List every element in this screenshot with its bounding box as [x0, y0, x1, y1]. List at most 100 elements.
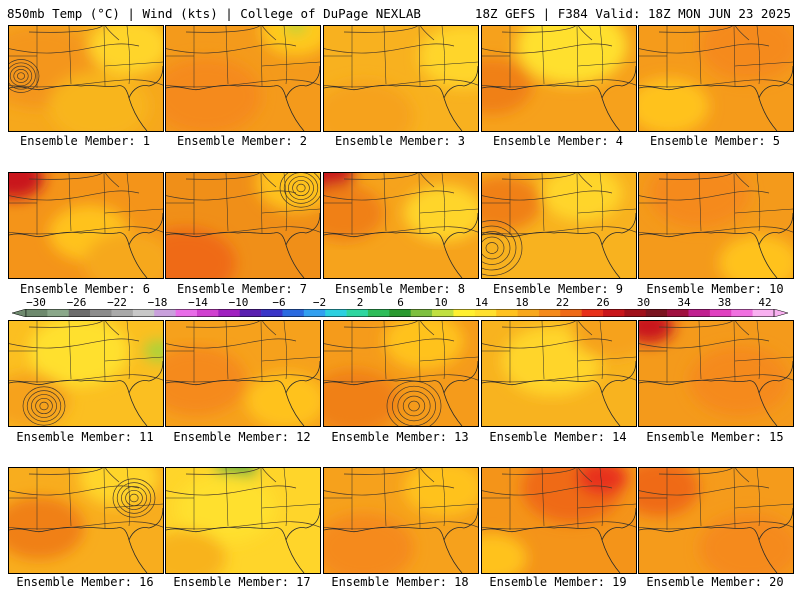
- temperature-field: [9, 321, 163, 426]
- ensemble-member-label: Ensemble Member: 15: [646, 430, 784, 444]
- temperature-blob: [719, 235, 793, 278]
- height-contour: [166, 374, 320, 383]
- low-pressure-contour: [9, 62, 36, 90]
- temperature-blob: [324, 185, 384, 241]
- height-contour: [9, 190, 140, 201]
- height-contour: [658, 321, 750, 336]
- header-run-info: 18Z GEFS | F384 Valid: 18Z MON JUN 23 20…: [474, 6, 791, 21]
- low-pressure-contour: [13, 69, 29, 83]
- temperature-field: [482, 173, 636, 278]
- coastline: [324, 212, 478, 278]
- ensemble-member-map: [638, 172, 794, 279]
- height-contour: [482, 485, 613, 496]
- state-borders: [166, 26, 320, 88]
- height-contour: [28, 26, 120, 41]
- height-contour: [639, 79, 793, 88]
- colorbar-segment: [325, 309, 347, 317]
- low-pressure-contour: [283, 173, 319, 204]
- colorbar-segment: [239, 309, 262, 317]
- height-contour: [324, 226, 478, 235]
- temperature-blob: [49, 71, 149, 131]
- height-contour: [639, 43, 770, 54]
- low-pressure-contour: [482, 225, 517, 271]
- ensemble-member-map: [8, 25, 164, 132]
- colorbar-tick-label: 42: [758, 296, 772, 309]
- state-borders: [482, 468, 636, 530]
- low-pressure-contour: [112, 478, 156, 518]
- colorbar-tick-label: 34: [677, 296, 691, 309]
- ensemble-member-label: Ensemble Member: 11: [16, 430, 154, 444]
- temperature-field: [482, 468, 636, 573]
- height-contour: [343, 468, 435, 483]
- temperature-blob: [572, 321, 636, 359]
- state-borders: [324, 173, 478, 235]
- colorbar-tick-label: 22: [555, 296, 570, 309]
- colorbar-segment: [667, 309, 689, 317]
- ensemble-member-map: [165, 25, 321, 132]
- height-contour: [501, 468, 593, 483]
- colorbar-tick-label: 6: [397, 296, 404, 309]
- height-contour: [166, 190, 297, 201]
- colorbar-segment: [538, 309, 561, 317]
- height-contour: [185, 26, 277, 41]
- colorbar-tick-label: 2: [356, 296, 364, 309]
- colorbar-segment: [453, 309, 476, 317]
- height-contour: [166, 338, 297, 349]
- temperature-field: [324, 26, 478, 131]
- ensemble-member-label: Ensemble Member: 13: [331, 430, 469, 444]
- coastline: [482, 507, 636, 573]
- colorbar-segment: [68, 309, 91, 317]
- ensemble-member-map: [323, 467, 479, 574]
- colorbar-tick-label: 38: [717, 296, 732, 309]
- ensemble-member-map: [8, 172, 164, 279]
- ensemble-member-label: Ensemble Member: 20: [646, 575, 784, 589]
- temperature-field: [639, 321, 793, 426]
- height-contour: [185, 173, 277, 188]
- ensemble-member-label: Ensemble Member: 12: [173, 430, 311, 444]
- colorbar-segment: [517, 309, 540, 317]
- state-borders: [639, 173, 793, 235]
- ensemble-member-label: Ensemble Member: 3: [334, 134, 466, 148]
- height-contour: [482, 190, 613, 201]
- height-contour: [28, 468, 120, 483]
- temperature-blob: [176, 473, 276, 543]
- colorbar-segment: [432, 309, 454, 317]
- state-borders: [166, 321, 320, 383]
- temperature-field: [9, 468, 163, 573]
- height-contour: [324, 79, 478, 88]
- ensemble-member-label: Ensemble Member: 16: [16, 575, 154, 589]
- height-contour: [324, 485, 455, 496]
- colorbar-tick-label: 10: [434, 296, 448, 309]
- ensemble-member-map: [323, 172, 479, 279]
- temperature-field: [324, 468, 478, 573]
- low-pressure-contour: [35, 397, 53, 415]
- height-contour: [324, 374, 478, 383]
- colorbar-max-arrow: [773, 309, 788, 317]
- temperature-blob: [639, 468, 699, 516]
- height-contour: [185, 321, 277, 336]
- coastline: [9, 507, 163, 573]
- low-pressure-contour: [9, 59, 40, 93]
- height-contour: [343, 173, 435, 188]
- colorbar-tick-label: −10: [228, 296, 249, 309]
- height-contour: [501, 26, 593, 41]
- temperature-blob: [166, 530, 226, 573]
- state-borders: [166, 468, 320, 530]
- ensemble-member-label: Ensemble Member: 4: [492, 134, 624, 148]
- height-contour: [482, 226, 636, 235]
- colorbar-tick-label: 18: [515, 296, 529, 309]
- height-contour: [28, 173, 120, 188]
- colorbar-segment: [47, 309, 70, 317]
- temperature-blob: [79, 468, 159, 506]
- temperature-blob: [384, 321, 464, 369]
- low-pressure-contour: [116, 482, 152, 514]
- low-pressure-contour: [392, 385, 436, 426]
- ensemble-member-map: [481, 320, 637, 427]
- height-contour: [9, 43, 140, 54]
- coastline: [639, 212, 793, 278]
- colorbar-segment: [581, 309, 604, 317]
- colorbar-tick-label: 14: [474, 296, 489, 309]
- colorbar-segment: [560, 309, 582, 317]
- coastline: [482, 65, 636, 131]
- temperature-blob: [144, 340, 163, 362]
